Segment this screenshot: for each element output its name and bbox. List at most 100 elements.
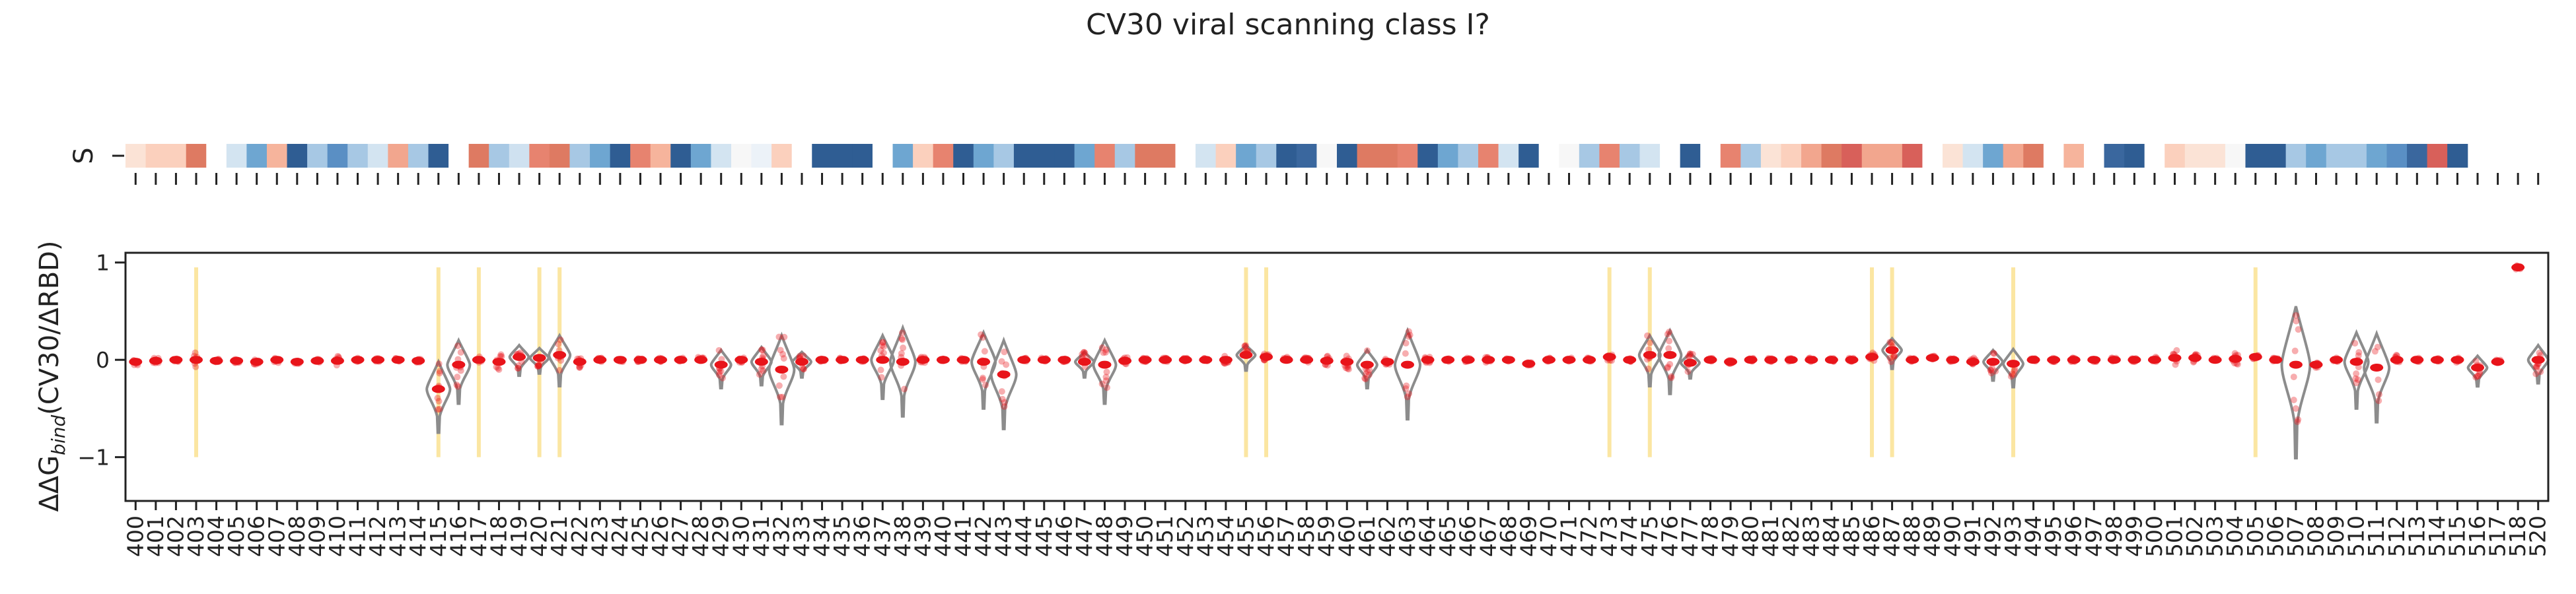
data-point-median — [1057, 356, 1071, 364]
heatmap-cell — [1054, 144, 1075, 168]
data-point — [515, 364, 522, 372]
y-axis-ticks: 1 0 −1 — [77, 250, 125, 471]
x-tick-label: 509 — [2323, 515, 2349, 557]
data-point — [2009, 370, 2016, 378]
data-point-median — [1683, 358, 1697, 367]
data-point-median — [1199, 356, 1213, 364]
data-point-median — [2087, 356, 2101, 364]
x-tick-label: 444 — [1011, 515, 1036, 557]
heatmap-strip — [125, 144, 2468, 168]
heatmap-cell — [1902, 144, 1923, 168]
heatmap-cell — [590, 144, 611, 168]
data-point — [999, 395, 1006, 403]
heatmap-cell — [1437, 144, 1458, 168]
heatmap-cell — [650, 144, 671, 168]
data-point — [1345, 366, 1352, 373]
x-tick-label: 400 — [122, 515, 148, 557]
data-point — [434, 395, 441, 402]
data-point-median — [2208, 356, 2222, 364]
data-point — [534, 362, 541, 370]
data-point-median — [1602, 352, 1616, 361]
x-tick-label: 414 — [405, 515, 431, 557]
data-point — [1403, 382, 1410, 389]
data-point — [780, 355, 787, 362]
heatmap-cell — [2124, 144, 2145, 168]
x-tick-label: 484 — [1818, 515, 1844, 557]
data-point — [1989, 350, 1997, 357]
data-point-median — [2491, 358, 2505, 366]
data-point — [1365, 371, 1373, 378]
data-point — [1988, 364, 1995, 372]
data-point-median — [654, 356, 668, 364]
data-point — [800, 366, 807, 373]
data-point — [760, 352, 767, 359]
violin — [1881, 336, 1903, 370]
x-tick-label: 431 — [748, 515, 774, 557]
data-point-median — [775, 365, 789, 374]
data-point — [981, 348, 988, 355]
highlight-band — [1607, 267, 1612, 457]
data-point — [756, 371, 763, 378]
heatmap-cell — [1377, 144, 1398, 168]
violin — [1982, 348, 2004, 382]
data-point — [1344, 365, 1351, 372]
data-point — [435, 360, 443, 368]
data-point-median — [1482, 356, 1495, 364]
heatmap-cell — [408, 144, 429, 168]
x-tick-label: 518 — [2505, 515, 2530, 557]
data-point — [2292, 405, 2299, 412]
heatmap-cell — [2285, 144, 2307, 168]
heatmap-cell — [1983, 144, 2004, 168]
violin — [1393, 327, 1421, 421]
data-point — [777, 346, 784, 354]
x-tick-label: 512 — [2384, 515, 2410, 557]
data-point-median — [2047, 356, 2061, 364]
data-point-median — [553, 350, 567, 359]
data-point — [2293, 317, 2300, 325]
heatmap-cell — [1114, 144, 1135, 168]
violin — [425, 358, 452, 434]
heatmap-row-label: S — [69, 147, 99, 164]
data-point — [497, 351, 505, 358]
heatmap-cell — [711, 144, 732, 168]
x-tick-label: 483 — [1798, 515, 1824, 557]
heatmap-cell — [1680, 144, 1701, 168]
data-point — [1001, 348, 1008, 356]
x-tick-label: 516 — [2464, 515, 2490, 557]
data-point-median — [2531, 356, 2545, 364]
x-tick-label: 488 — [1899, 515, 1925, 557]
data-point — [2475, 372, 2482, 380]
x-tick-label: 443 — [991, 515, 1017, 557]
x-tick-label: 411 — [345, 515, 371, 557]
violin — [528, 346, 550, 375]
x-tick-label: 453 — [1192, 515, 1218, 557]
data-point — [1406, 331, 1413, 339]
data-point-median — [169, 356, 183, 364]
data-point — [2295, 416, 2302, 423]
data-point — [998, 388, 1005, 395]
data-point-median — [1623, 356, 1637, 364]
data-point — [1363, 347, 1371, 354]
heatmap-cell — [2326, 144, 2347, 168]
data-point-median — [694, 356, 708, 364]
heatmap-cell — [347, 144, 369, 168]
x-tick-label: 487 — [1879, 515, 1905, 557]
data-point — [1079, 350, 1086, 358]
data-point — [2375, 376, 2382, 383]
data-point — [495, 366, 503, 373]
data-point — [878, 374, 885, 381]
data-point — [779, 350, 787, 358]
heatmap-cell — [1821, 144, 1842, 168]
data-point — [2290, 396, 2297, 403]
data-point — [1242, 343, 1249, 350]
heatmap-cell — [973, 144, 994, 168]
data-point — [515, 364, 522, 372]
heatmap-cell — [731, 144, 752, 168]
heatmap-cell — [2346, 144, 2367, 168]
data-point-median — [674, 356, 688, 364]
data-point-median — [230, 356, 244, 365]
violin — [1657, 327, 1683, 395]
data-point-median — [1239, 350, 1253, 359]
data-point — [899, 329, 906, 337]
data-point — [2007, 373, 2015, 380]
